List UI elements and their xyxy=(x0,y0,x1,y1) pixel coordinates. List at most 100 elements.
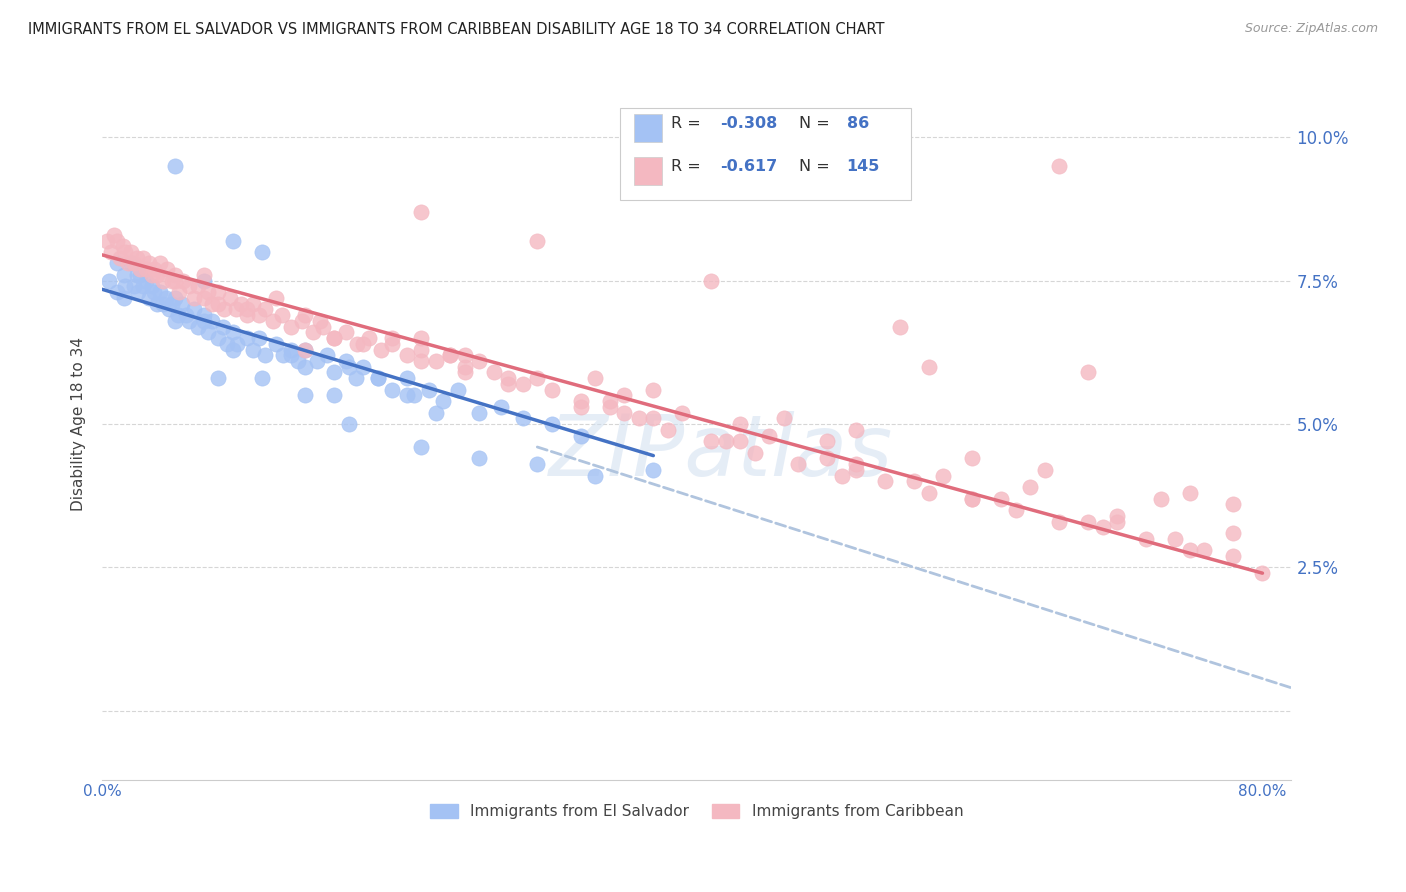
Point xyxy=(125,251,148,265)
Point xyxy=(526,371,548,385)
Point xyxy=(1077,366,1099,380)
Point xyxy=(132,279,155,293)
Point xyxy=(357,331,380,345)
Point xyxy=(301,326,323,340)
Point xyxy=(370,343,392,357)
Point xyxy=(540,417,562,431)
Point xyxy=(1091,520,1114,534)
Point xyxy=(432,394,454,409)
Point xyxy=(498,376,520,391)
Point xyxy=(311,319,333,334)
Point xyxy=(489,400,512,414)
Point xyxy=(250,371,273,385)
Point xyxy=(308,314,330,328)
Point xyxy=(730,417,752,431)
Point xyxy=(730,434,752,449)
Point xyxy=(344,371,367,385)
Point xyxy=(193,314,215,328)
Point xyxy=(1135,532,1157,546)
Point xyxy=(599,400,621,414)
Point xyxy=(337,417,360,431)
Point xyxy=(218,291,240,305)
Point xyxy=(250,245,273,260)
Text: Source: ZipAtlas.com: Source: ZipAtlas.com xyxy=(1244,22,1378,36)
Point xyxy=(201,314,224,328)
Point xyxy=(402,388,425,402)
Point xyxy=(454,359,477,374)
Point xyxy=(127,285,149,300)
Point xyxy=(152,296,174,310)
Point xyxy=(845,423,868,437)
Point xyxy=(201,296,224,310)
Point xyxy=(381,331,404,345)
Point xyxy=(599,394,621,409)
Text: N =: N = xyxy=(799,116,835,131)
Point xyxy=(193,274,215,288)
Point xyxy=(183,302,205,317)
Point xyxy=(112,268,135,282)
Point xyxy=(932,468,955,483)
Point xyxy=(143,262,166,277)
Point xyxy=(273,348,295,362)
Point xyxy=(1019,480,1042,494)
Point xyxy=(207,371,229,385)
Point xyxy=(163,159,186,173)
Point xyxy=(176,308,198,322)
FancyBboxPatch shape xyxy=(634,114,662,143)
Point xyxy=(231,296,253,310)
Point xyxy=(411,354,433,368)
Point xyxy=(271,308,294,322)
Point xyxy=(352,359,374,374)
Point xyxy=(1107,508,1129,523)
Point xyxy=(583,371,606,385)
Point xyxy=(411,331,433,345)
Point xyxy=(179,279,201,293)
Point xyxy=(183,291,205,305)
Point xyxy=(323,331,346,345)
Point xyxy=(222,234,245,248)
Point xyxy=(280,319,302,334)
Point xyxy=(468,451,491,466)
Text: IMMIGRANTS FROM EL SALVADOR VS IMMIGRANTS FROM CARIBBEAN DISABILITY AGE 18 TO 34: IMMIGRANTS FROM EL SALVADOR VS IMMIGRANT… xyxy=(28,22,884,37)
Point xyxy=(236,308,259,322)
Point xyxy=(122,256,145,270)
Point xyxy=(643,383,665,397)
Point xyxy=(875,475,897,489)
Point xyxy=(889,319,911,334)
Point xyxy=(172,274,194,288)
Point xyxy=(226,336,249,351)
Point xyxy=(1178,486,1201,500)
Point xyxy=(149,256,172,270)
Point xyxy=(918,359,941,374)
Point xyxy=(163,274,186,288)
Point xyxy=(512,411,534,425)
Point xyxy=(114,279,136,293)
Text: 145: 145 xyxy=(846,159,880,174)
Point xyxy=(197,285,219,300)
Point xyxy=(962,491,984,506)
Point xyxy=(163,291,186,305)
Point xyxy=(1033,463,1056,477)
Point xyxy=(323,366,346,380)
Point xyxy=(323,331,346,345)
Point xyxy=(418,383,440,397)
Point xyxy=(179,314,201,328)
Point xyxy=(335,326,357,340)
Legend: Immigrants from El Salvador, Immigrants from Caribbean: Immigrants from El Salvador, Immigrants … xyxy=(425,797,970,825)
Point xyxy=(700,274,723,288)
Point xyxy=(323,388,346,402)
FancyBboxPatch shape xyxy=(634,157,662,186)
Point xyxy=(367,371,389,385)
Point xyxy=(337,359,360,374)
Point xyxy=(1222,526,1244,541)
Point xyxy=(411,343,433,357)
Point xyxy=(108,251,131,265)
Point xyxy=(132,251,155,265)
Point xyxy=(105,256,128,270)
Point xyxy=(152,274,174,288)
Point xyxy=(207,296,229,310)
Point xyxy=(125,268,148,282)
Point xyxy=(773,411,796,425)
Point xyxy=(1222,497,1244,511)
Text: R =: R = xyxy=(671,159,706,174)
